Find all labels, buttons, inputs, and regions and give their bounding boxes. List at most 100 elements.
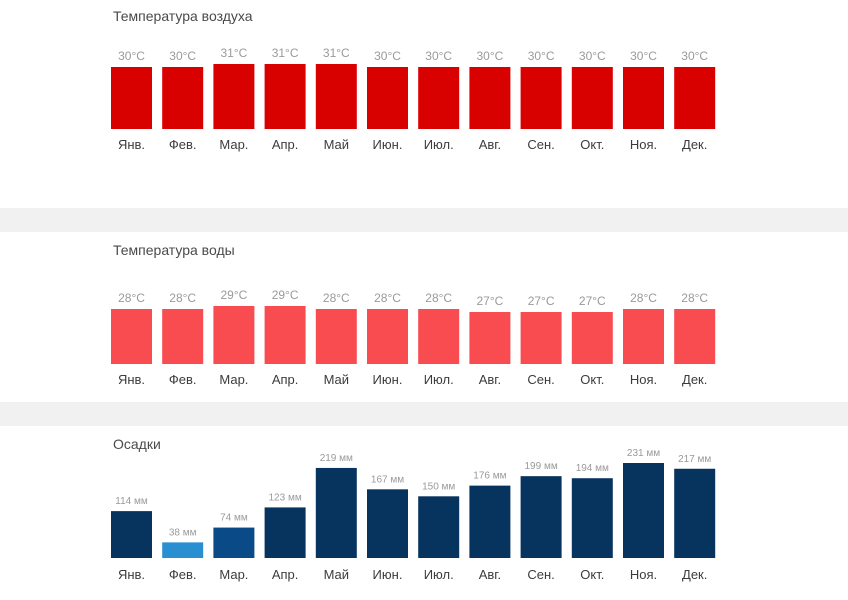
value-label: 27°C: [476, 294, 503, 308]
month-label: Авг.: [479, 567, 501, 582]
month-label: Дек.: [682, 372, 707, 387]
value-label: 31°C: [220, 46, 247, 60]
bar-8: [469, 312, 511, 364]
water-temperature-title: Температура воды: [113, 242, 235, 258]
water-temperature-panel: Температура воды 28°C Янв. 28°C Фев. 29°C Мар…: [0, 232, 848, 402]
month-label: Сен.: [527, 372, 554, 387]
value-label: 219 мм: [320, 453, 353, 464]
bar-4: [264, 507, 306, 558]
month-label: Май: [324, 137, 349, 152]
month-label: Ноя.: [630, 137, 657, 152]
month-label: Окт.: [580, 372, 604, 387]
month-label: Май: [324, 567, 349, 582]
bar-9: [520, 312, 562, 364]
value-label: 30°C: [528, 49, 555, 63]
bar-9: [520, 67, 562, 129]
value-label: 30°C: [425, 49, 452, 63]
value-label: 28°C: [425, 291, 452, 305]
bar-1: [111, 511, 152, 558]
value-label: 30°C: [630, 49, 657, 63]
month-label: Фев.: [169, 567, 197, 582]
bar-8: [469, 67, 511, 129]
value-label: 150 мм: [422, 481, 455, 492]
month-label: Дек.: [682, 137, 707, 152]
value-label: 231 мм: [627, 448, 660, 459]
value-label: 30°C: [118, 49, 145, 63]
bar-12: [674, 309, 716, 364]
value-label: 31°C: [272, 46, 299, 60]
month-label: Янв.: [118, 137, 145, 152]
month-label: Июл.: [424, 372, 454, 387]
value-label: 30°C: [374, 49, 401, 63]
month-label: Мар.: [219, 137, 248, 152]
bar-2: [162, 67, 204, 129]
bar-8: [469, 485, 511, 558]
bar-3: [213, 527, 255, 558]
bar-5: [315, 64, 357, 129]
month-label: Апр.: [272, 567, 299, 582]
value-label: 123 мм: [268, 492, 301, 503]
value-label: 28°C: [374, 291, 401, 305]
month-label: Сен.: [527, 137, 554, 152]
month-label: Июл.: [424, 567, 454, 582]
bar-4: [264, 306, 306, 364]
value-label: 29°C: [220, 288, 247, 302]
month-label: Фев.: [169, 372, 197, 387]
value-label: 29°C: [272, 288, 299, 302]
month-label: Авг.: [479, 137, 501, 152]
value-label: 28°C: [323, 291, 350, 305]
value-label: 30°C: [681, 49, 708, 63]
precipitation-panel: Осадки 114 мм Янв. 38 мм Фев. 74 мм Мар. 123 м…: [0, 426, 848, 600]
bar-7: [418, 496, 460, 558]
value-label: 30°C: [579, 49, 606, 63]
air-temperature-chart: 30°C Янв. 30°C Фев. 31°C Мар. 31°C Апр. 31°C Май 3…: [111, 46, 716, 152]
bar-7: [418, 309, 460, 364]
month-label: Мар.: [219, 567, 248, 582]
bar-4: [264, 64, 306, 129]
bar-3: [213, 64, 255, 129]
bar-10: [571, 67, 613, 129]
month-label: Ноя.: [630, 567, 657, 582]
month-label: Окт.: [580, 137, 604, 152]
air-temperature-title: Температура воздуха: [113, 8, 253, 24]
month-label: Авг.: [479, 372, 501, 387]
value-label: 30°C: [169, 49, 196, 63]
month-label: Янв.: [118, 567, 145, 582]
month-label: Июн.: [373, 567, 403, 582]
value-label: 31°C: [323, 46, 350, 60]
month-label: Фев.: [169, 137, 197, 152]
value-label: 28°C: [169, 291, 196, 305]
bar-6: [367, 67, 408, 129]
value-label: 194 мм: [576, 463, 609, 474]
precipitation-chart: 114 мм Янв. 38 мм Фев. 74 мм Мар. 123 мм Апр. 21…: [111, 448, 716, 582]
bar-6: [367, 309, 408, 364]
value-label: 74 мм: [220, 513, 248, 524]
water-temperature-chart: 28°C Янв. 28°C Фев. 29°C Мар. 29°C Апр. 28°C Май 2…: [111, 288, 716, 387]
value-label: 167 мм: [371, 474, 404, 485]
bar-11: [623, 67, 664, 129]
value-label: 176 мм: [473, 471, 506, 482]
month-label: Апр.: [272, 137, 299, 152]
month-label: Апр.: [272, 372, 299, 387]
bar-11: [623, 309, 664, 364]
bar-1: [111, 67, 152, 129]
month-label: Янв.: [118, 372, 145, 387]
value-label: 28°C: [118, 291, 145, 305]
bar-7: [418, 67, 460, 129]
value-label: 28°C: [681, 291, 708, 305]
value-label: 27°C: [528, 294, 555, 308]
bar-10: [571, 312, 613, 364]
air-temperature-panel: Температура воздуха 30°C Янв. 30°C Фев. 31°C…: [0, 0, 848, 208]
bar-2: [162, 309, 204, 364]
bar-5: [315, 309, 357, 364]
month-label: Июн.: [373, 372, 403, 387]
month-label: Мар.: [219, 372, 248, 387]
bar-12: [674, 67, 716, 129]
bar-6: [367, 489, 408, 558]
bar-5: [315, 467, 357, 558]
month-label: Июл.: [424, 137, 454, 152]
month-label: Май: [324, 372, 349, 387]
value-label: 30°C: [476, 49, 503, 63]
month-label: Окт.: [580, 567, 604, 582]
bar-10: [571, 478, 613, 558]
